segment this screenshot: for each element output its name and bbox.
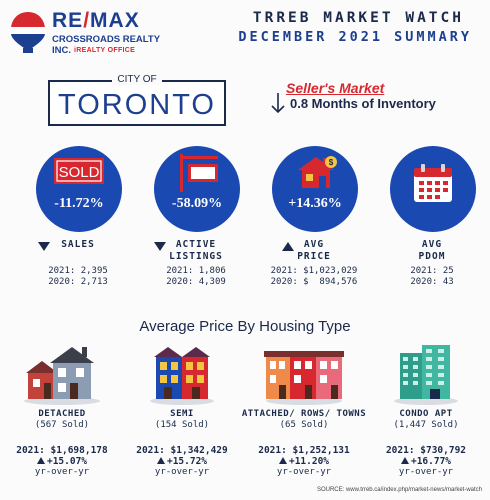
stat-circle [390, 146, 476, 232]
housing-sold-count: (154 Sold) [154, 420, 210, 430]
housing-change: +15.07% [2, 456, 122, 467]
stat-circle: SOLD -11.72% [36, 146, 122, 232]
city-box: CITY OF TORONTO [48, 74, 226, 126]
stat-circle: $ +14.36% [272, 146, 358, 232]
stat-values: 2021: $1,023,029 2020: $ 894,576 [270, 266, 358, 287]
stat-values: 2021: 1,806 2020: 4,309 [166, 266, 226, 287]
up-arrow-icon [282, 242, 294, 251]
city-name: TORONTO [58, 89, 216, 121]
housing-yoy: yr-over-yr [276, 467, 332, 477]
housing-sold-count: (65 Sold) [279, 420, 329, 430]
housing-yoy: yr-over-yr [154, 467, 210, 477]
office-name: CROSSROADS REALTY INC. [52, 34, 160, 56]
stat-values: 2021: 25 2020: 43 [410, 266, 454, 287]
listing-sign-icon [180, 154, 218, 192]
housing-price: 2021: $1,342,429 [136, 445, 228, 456]
down-arrow-icon [154, 242, 166, 251]
balloon-icon [11, 12, 45, 53]
housing-type-name: DETACHED [38, 409, 86, 419]
housing-yoy: yr-over-yr [398, 467, 454, 477]
arrow-down-icon [271, 93, 285, 114]
report-subtitle: DECEMBER 2021 SUMMARY [238, 29, 472, 45]
stat-label: AVG PDOM [418, 239, 446, 262]
stat-values: 2021: 2,395 2020: 2,713 [48, 266, 108, 287]
housing-change: +15.72% [122, 456, 242, 467]
stat-label: AVG PRICE [297, 239, 331, 262]
months-inventory: 0.8 Months of Inventory [290, 96, 436, 111]
calendar-icon [414, 164, 452, 202]
house-price-icon: $ [298, 156, 337, 188]
office-tagline: iREALTY OFFICE [74, 47, 136, 54]
housing-sold-count: (1,447 Sold) [393, 420, 459, 430]
stat-change: +14.36% [288, 196, 342, 211]
housing-condo: CONDO APT (1,447 Sold) 2021: $730,792 +1… [366, 343, 486, 500]
housing-change: +16.77% [366, 456, 486, 467]
up-arrow-icon [278, 457, 287, 464]
up-arrow-icon [36, 457, 45, 464]
city-prefix: CITY OF [50, 74, 224, 85]
report-title: TRREB MARKET WATCH [252, 10, 464, 26]
stat-circle: -58.09% [154, 146, 240, 232]
housing-sold-count: (567 Sold) [34, 420, 90, 430]
detached-house-icon [24, 347, 100, 405]
stat-label: ACTIVE LISTINGS [169, 239, 223, 262]
remax-logo: RE/MAX CROSSROADS REALTY INC. iREALTY OF… [8, 8, 176, 62]
housing-type-name: ATTACHED/ ROWS/ TOWNS [241, 409, 367, 419]
housing-price: 2021: $1,698,178 [16, 445, 108, 456]
housing-price: 2021: $730,792 [385, 445, 467, 456]
down-arrow-icon [38, 242, 50, 251]
source-note: SOURCE: www.trreb.ca/index.php/market-ne… [316, 487, 482, 493]
section-title: Average Price By Housing Type [139, 318, 351, 335]
townhouse-icon [264, 351, 344, 405]
housing-change: +11.20% [244, 456, 364, 467]
svg-text:$: $ [329, 158, 334, 167]
housing-price: 2021: $1,252,131 [258, 445, 350, 456]
housing-type-name: CONDO APT [399, 409, 453, 419]
stat-change: -58.09% [171, 196, 223, 211]
market-status: Seller's Market [286, 80, 385, 96]
housing-detached: DETACHED (567 Sold) 2021: $1,698,178 +15… [2, 343, 122, 500]
semi-house-icon [150, 347, 214, 405]
housing-semi: SEMI (154 Sold) 2021: $1,342,429 +15.72%… [122, 343, 242, 500]
condo-building-icon [394, 345, 458, 405]
housing-yoy: yr-over-yr [34, 467, 90, 477]
stat-change: -11.72% [54, 196, 104, 211]
svg-text:SOLD: SOLD [59, 164, 100, 181]
housing-attached: ATTACHED/ ROWS/ TOWNS (65 Sold) 2021: $1… [242, 343, 366, 500]
stat-label: SALES [61, 239, 95, 250]
brand-name: RE/MAX [52, 9, 140, 32]
up-arrow-icon [400, 457, 409, 464]
housing-type-name: SEMI [170, 409, 194, 419]
sold-sign-icon: SOLD [54, 158, 104, 184]
up-arrow-icon [156, 457, 165, 464]
